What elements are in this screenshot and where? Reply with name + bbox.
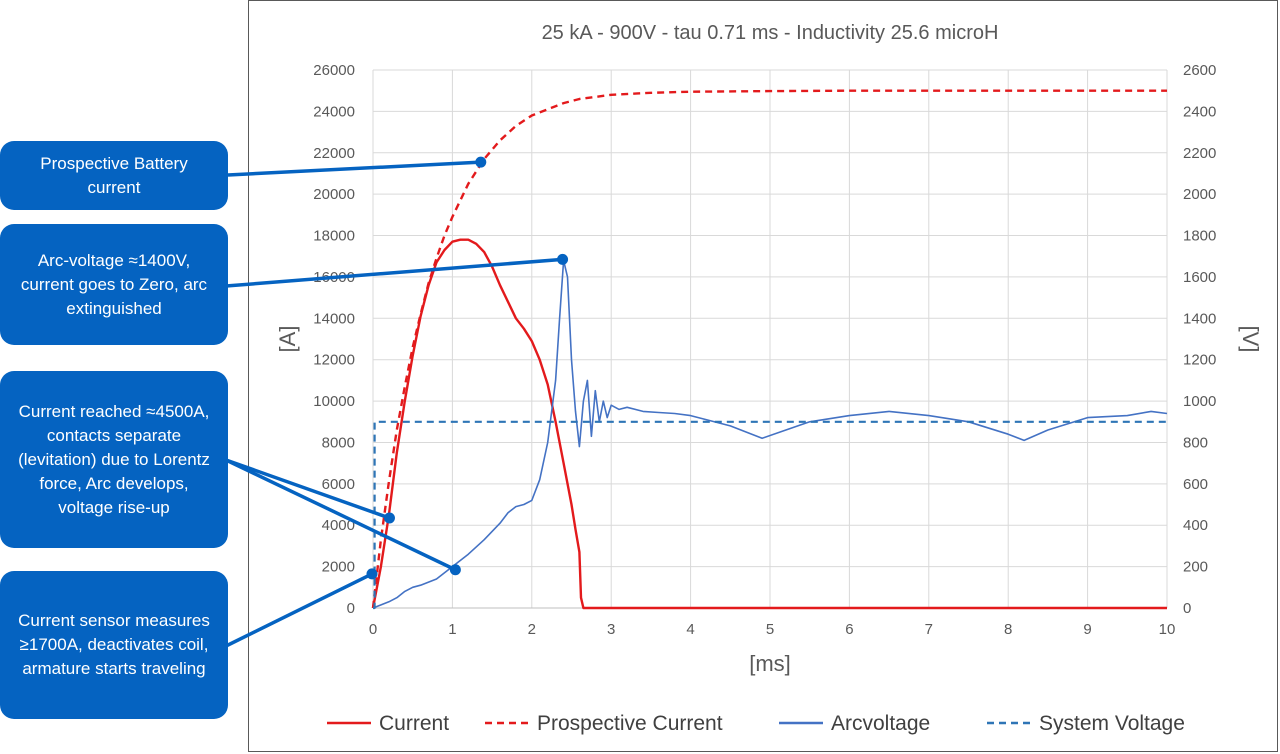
x-tick-label: 1 [448,621,456,638]
y-tick-label: 26000 [313,62,355,79]
x-tick-label: 0 [369,621,377,638]
y-tick-label: 24000 [313,103,355,120]
x-axis-title: [ms] [749,651,791,676]
connector-current-reached-b [225,458,457,572]
y2-tick-label: 2000 [1183,186,1216,203]
connector-prospective-dot [475,156,487,168]
y-tick-label: 14000 [313,310,355,327]
y2-axis-title: [V] [1238,326,1263,353]
x-tick-label: 4 [686,621,694,638]
callout-current-sensor: Current sensor measures ≥1700A, deactiva… [0,571,228,719]
y-tick-label: 18000 [313,228,355,245]
y-tick-label: 0 [347,600,355,617]
chart-frame: 0200040006000800010000120001400016000180… [248,0,1278,752]
y-tick-label: 6000 [322,476,355,493]
y2-tick-label: 1200 [1183,352,1216,369]
callout-arc-voltage: Arc-voltage ≈1400V, current goes to Zero… [0,224,228,345]
y-axis-title: [A] [275,326,300,353]
x-tick-label: 9 [1083,621,1091,638]
y-tick-label: 2000 [322,559,355,576]
y-tick-label: 20000 [313,186,355,203]
legend-label: Prospective Current [537,712,723,735]
x-tick-label: 5 [766,621,774,638]
legend-label: System Voltage [1039,712,1185,735]
y-tick-label: 22000 [313,145,355,162]
callout-prospective-current: Prospective Battery current [0,141,228,210]
connector-sensor-dot [366,568,378,580]
x-tick-label: 8 [1004,621,1012,638]
x-tick-label: 6 [845,621,853,638]
x-tick-label: 7 [925,621,933,638]
x-tick-label: 3 [607,621,615,638]
connector-current-reached-a [225,458,391,520]
y2-tick-label: 0 [1183,600,1191,617]
x-tick-label: 2 [528,621,536,638]
y2-tick-label: 1400 [1183,310,1216,327]
y-tick-label: 12000 [313,352,355,369]
y2-tick-label: 1800 [1183,228,1216,245]
y2-tick-label: 2600 [1183,62,1216,79]
y2-tick-label: 800 [1183,434,1208,451]
y-tick-label: 4000 [322,517,355,534]
chart-title: 25 kA - 900V - tau 0.71 ms - Inductivity… [542,22,999,44]
system-voltage-series-line [373,420,1167,610]
y-tick-label: 10000 [313,393,355,410]
connector-current-reached-b-dot [449,564,461,576]
y2-tick-label: 200 [1183,559,1208,576]
y-tick-label: 8000 [322,434,355,451]
arcvoltage-series-line [372,259,1168,609]
y2-tick-label: 2200 [1183,145,1216,162]
connector-prospective [227,160,481,177]
connector-current-reached-a-dot [383,512,395,524]
y2-tick-label: 1600 [1183,269,1216,286]
callout-current-reached: Current reached ≈4500A, contacts separat… [0,371,228,548]
legend-label: Current [379,712,449,735]
legend-label: Arcvoltage [831,712,930,735]
y2-tick-label: 600 [1183,476,1208,493]
y2-tick-label: 2400 [1183,103,1216,120]
chart-svg: 0200040006000800010000120001400016000180… [275,22,1263,735]
connector-arc-voltage [225,257,563,288]
y2-tick-label: 400 [1183,517,1208,534]
connector-arc-voltage-dot [557,253,569,265]
connector-sensor [225,572,373,648]
y2-tick-label: 1000 [1183,393,1216,410]
x-tick-label: 10 [1159,621,1176,638]
